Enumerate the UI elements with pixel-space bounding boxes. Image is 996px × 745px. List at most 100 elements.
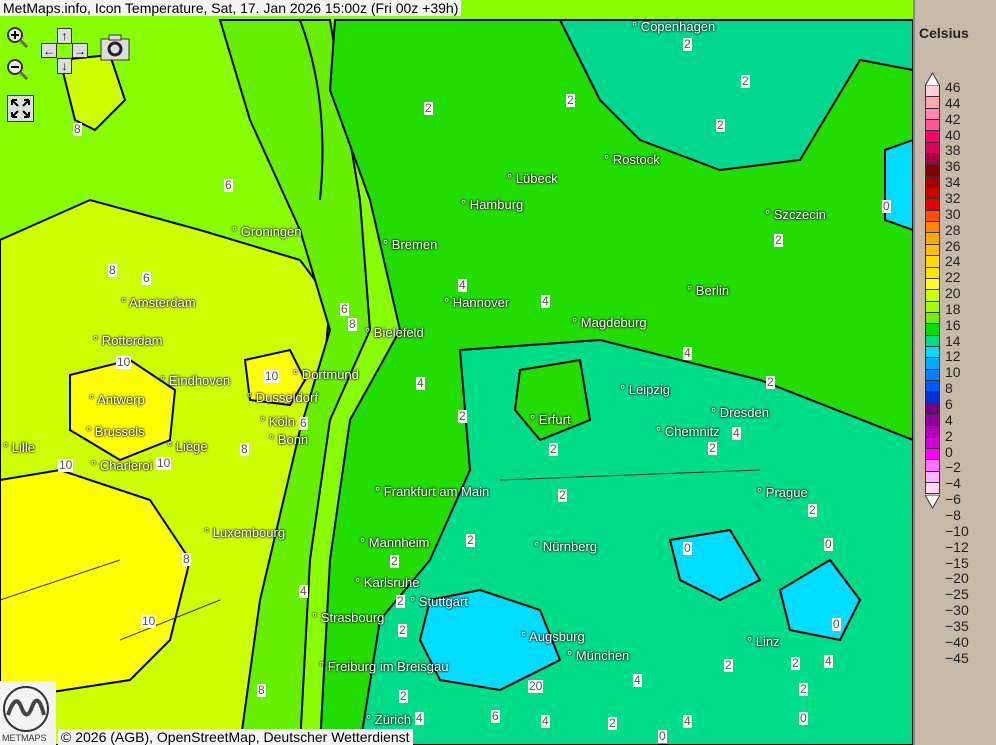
legend-label: 42: [945, 110, 961, 127]
city-label: ° Berlin: [687, 283, 730, 298]
isotherm-label: 0: [799, 711, 808, 725]
pan-right-button[interactable]: →: [72, 43, 88, 58]
city-label: ° Antwerp: [89, 392, 145, 407]
legend-swatch: [925, 108, 940, 121]
city-label: ° Charleroi: [91, 458, 153, 473]
city-label: ° Hamburg: [461, 197, 524, 212]
isotherm-label: 4: [416, 376, 425, 390]
legend-swatch: [925, 358, 940, 370]
temperature-map[interactable]: MetMaps.info, Icon Temperature, Sat, 17.…: [0, 0, 913, 745]
isotherm-label: 2: [608, 716, 617, 730]
city-label: ° Stuttgart: [410, 594, 468, 609]
legend-swatch: [925, 210, 940, 223]
isotherm-label: 6: [299, 416, 308, 430]
legend-swatch: [925, 267, 940, 279]
legend-swatch: [925, 369, 940, 381]
legend-swatch: [925, 222, 940, 234]
fullscreen-icon[interactable]: [7, 95, 34, 122]
legend-label: 36: [945, 158, 961, 175]
isotherm-label: 6: [142, 271, 151, 285]
legend-label: 0: [945, 443, 953, 460]
city-label: ° Groningen: [232, 224, 302, 239]
city-label: ° Rotterdam: [93, 333, 163, 348]
isotherm-label: 2: [424, 101, 433, 115]
city-label: ° Amsterdam: [121, 295, 196, 310]
legend-label: −20: [945, 570, 969, 587]
city-label: ° Luxembourg: [204, 525, 286, 540]
city-label: ° Lille: [3, 440, 35, 455]
legend-label: −4: [945, 475, 961, 492]
isotherm-label: 10: [116, 355, 132, 369]
legend-label: 46: [945, 79, 961, 95]
isotherm-label: 8: [108, 263, 117, 277]
legend-label: 18: [945, 300, 961, 317]
legend-swatch: [925, 278, 940, 291]
city-label: ° Mannheim: [360, 535, 430, 550]
temperature-field: [0, 0, 913, 745]
isotherm-label: 6: [491, 709, 500, 723]
legend-swatch: [925, 97, 940, 109]
legend-bar: [925, 86, 940, 495]
legend-label: −6: [945, 491, 961, 508]
isotherm-label: 4: [633, 673, 642, 687]
isotherm-label: 0: [832, 617, 841, 631]
legend-label: 30: [945, 205, 961, 222]
isotherm-label: 2: [799, 682, 808, 696]
isotherm-label: 2: [724, 658, 733, 672]
zoom-in-icon[interactable]: [6, 26, 28, 48]
legend-swatch: [925, 176, 940, 189]
isotherm-label: 2: [558, 488, 567, 502]
isotherm-label: 0: [683, 541, 692, 555]
city-label: ° Bremen: [383, 237, 438, 252]
legend-swatch: [925, 460, 940, 472]
isotherm-label: 10: [264, 369, 280, 383]
legend-label: 28: [945, 221, 961, 238]
isotherm-label: 2: [458, 409, 467, 423]
legend-swatch: [925, 256, 940, 268]
isotherm-label: 2: [791, 656, 800, 670]
attribution: © 2026 (AGB), OpenStreetMap, Deutscher W…: [58, 729, 413, 745]
legend-label: 12: [945, 348, 961, 365]
pan-up-button[interactable]: ↑: [57, 28, 72, 44]
city-label: ° Liège: [167, 439, 208, 454]
metmaps-logo: METMAPS: [0, 681, 56, 745]
isotherm-label: 2: [390, 554, 399, 568]
legend-label: −2: [945, 459, 961, 476]
legend-swatch: [925, 233, 940, 245]
zoom-out-icon[interactable]: [6, 58, 28, 80]
city-label: ° Freiburg im Breisgau: [319, 659, 449, 674]
legend-label: 4: [945, 411, 953, 428]
legend-swatch: [925, 414, 940, 427]
legend-label: −12: [945, 538, 969, 555]
city-label: ° Karlsruhe: [355, 575, 420, 590]
isotherm-label: 2: [708, 441, 717, 455]
isotherm-label: 4: [541, 294, 550, 308]
isotherm-label: 10: [58, 458, 74, 472]
legend-swatch: [925, 449, 940, 461]
legend-swatch: [925, 392, 940, 404]
pan-left-button[interactable]: ←: [41, 43, 57, 58]
legend-swatch: [925, 335, 940, 347]
isotherm-label: 4: [458, 278, 467, 292]
city-label: ° Hannover: [444, 295, 510, 310]
isotherm-label: 10: [141, 614, 157, 628]
city-label: ° Bonn: [269, 432, 309, 447]
legend-label: −30: [945, 602, 969, 619]
isotherm-label: 4: [415, 711, 424, 725]
legend-swatch: [925, 188, 940, 200]
legend-label: −40: [945, 633, 969, 650]
color-legend: Celsius 46 44 42 40 38 36 34 32 30 28 26 24 22 20 18 16…: [913, 0, 996, 745]
pan-down-button[interactable]: ↓: [57, 58, 72, 74]
legend-swatch: [925, 403, 940, 415]
city-label: ° Linz: [747, 634, 780, 649]
isotherm-label: 4: [541, 714, 550, 728]
camera-icon[interactable]: [100, 34, 130, 61]
isotherm-label: 2: [766, 375, 775, 389]
isotherm-label: 8: [73, 122, 82, 136]
legend-label: 40: [945, 126, 961, 143]
city-label: ° Prague: [757, 485, 808, 500]
legend-label: 14: [945, 332, 961, 349]
legend-label: −8: [945, 506, 961, 523]
legend-label: 22: [945, 269, 961, 286]
city-label: ° Brussels: [86, 424, 145, 439]
